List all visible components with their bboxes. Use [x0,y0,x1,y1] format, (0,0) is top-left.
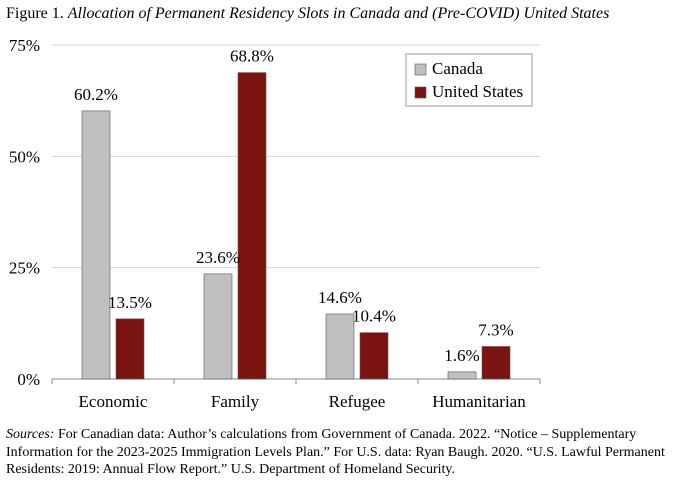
x-tick-label: Refugee [329,392,386,411]
data-label: 10.4% [352,307,396,326]
data-label: 1.6% [444,346,479,365]
data-labels: 60.2% 13.5% 23.6% 68.8% 14.6%10.4% 1.6% 7.3% [74,47,514,365]
figure-title-text: Allocation of Permanent Residency Slots … [67,5,610,22]
figure-label: Figure 1. [6,5,64,22]
legend: Canada United States [405,53,533,107]
y-tick-label: 25% [9,259,40,278]
data-label: 23.6% [196,248,240,267]
bar-canada [447,371,477,380]
legend-swatch-united-states [414,86,427,99]
y-axis-tick-labels: 0% 25% 50% 75% [9,36,40,389]
bar-canada [203,273,233,380]
x-tick-label: Economic [79,392,148,411]
y-tick-label: 0% [17,370,40,389]
x-tick-label: Humanitarian [432,392,526,411]
bar-united-states [481,346,511,380]
x-tick-label: Family [211,392,260,411]
data-label: 60.2% [74,85,118,104]
bar-united-states [237,72,267,380]
legend-label-united-states: United States [432,82,523,101]
legend-swatch-canada [414,63,427,76]
bar-united-states [359,332,389,380]
bar-chart: 0% 25% 50% 75% 60.2% 13.5% 23.6% 68.8% 14.6%10.… [9,36,541,411]
data-label: 13.5% [108,293,152,312]
bars [81,72,511,380]
bar-united-states [115,318,145,380]
sources-note: Sources: For Canadian data: Author’s cal… [6,426,696,479]
sources-text: For Canadian data: Author’s calculations… [6,427,665,477]
legend-box [405,53,533,107]
y-tick-label: 75% [9,36,40,55]
data-label: 14.6% [318,288,362,307]
sources-label: Sources: [6,427,55,442]
bar-canada [81,110,111,380]
bar-canada [325,313,355,380]
figure-title: Figure 1. Allocation of Permanent Reside… [6,5,609,23]
data-label: 7.3% [478,320,513,339]
y-tick-label: 50% [9,147,40,166]
data-label: 68.8% [230,47,274,66]
x-axis-tick-labels: Economic Family Refugee Humanitarian [79,392,527,411]
legend-label-canada: Canada [432,59,483,78]
